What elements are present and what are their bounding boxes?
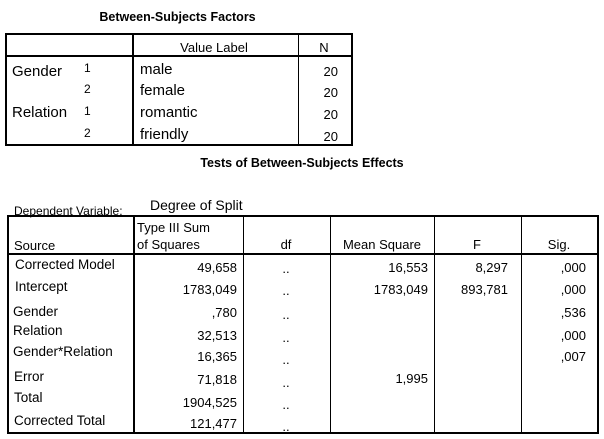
factors-header-n: N [319, 40, 329, 55]
factor-n: 20 [323, 107, 338, 122]
sig-cell: ,536 [560, 305, 586, 320]
header-ss-line2: of Squares [137, 237, 200, 252]
factors-divider [132, 35, 134, 144]
factors-divider [298, 35, 299, 144]
factors-table [5, 33, 353, 146]
factors-title: Between-Subjects Factors [99, 10, 256, 24]
df-cell: .. [282, 283, 290, 298]
factor-relation: Relation [12, 104, 68, 121]
effects-divider [243, 217, 244, 432]
factor-level: 1 [84, 61, 91, 75]
ss-cell: ,780 [211, 305, 237, 320]
source-cell: Corrected Model [15, 257, 115, 272]
factor-n: 20 [323, 129, 338, 144]
header-mean-square: Mean Square [342, 237, 422, 252]
header-sig: Sig. [547, 237, 571, 252]
ss-cell: 16,365 [197, 349, 237, 364]
effects-divider [434, 217, 435, 432]
value-label: female [140, 82, 186, 99]
ss-cell: 71,818 [197, 372, 237, 387]
ss-cell: 32,513 [197, 328, 237, 343]
effects-table [7, 215, 599, 434]
dependent-variable-label: Dependent Variable: [14, 204, 123, 218]
factor-gender: Gender [12, 63, 63, 80]
effects-divider [330, 217, 331, 432]
df-cell: .. [282, 397, 290, 412]
sig-cell: ,000 [560, 328, 586, 343]
source-cell: Relation [13, 323, 63, 338]
df-cell: .. [282, 352, 290, 367]
ms-cell: 1783,049 [373, 282, 428, 297]
factor-n: 20 [323, 85, 338, 100]
df-cell: .. [282, 261, 290, 276]
header-source: Source [14, 238, 56, 253]
effects-header-rule [9, 253, 597, 255]
source-cell: Error [14, 369, 44, 384]
f-cell: 8,297 [475, 260, 508, 275]
factors-header-rule [7, 55, 351, 57]
df-cell: .. [282, 375, 290, 390]
factor-n: 20 [323, 64, 338, 79]
source-cell: Total [14, 390, 43, 405]
factors-header-value-label: Value Label [180, 40, 248, 55]
value-label: friendly [140, 126, 189, 143]
value-label: romantic [140, 104, 198, 121]
source-cell: Intercept [15, 279, 68, 294]
sig-cell: ,000 [560, 282, 586, 297]
source-cell: Gender [13, 304, 59, 319]
ss-cell: 121,477 [190, 416, 237, 431]
source-cell: Corrected Total [14, 413, 106, 428]
header-ss-line1: Type III Sum [137, 220, 210, 235]
f-cell: 893,781 [461, 282, 508, 297]
ss-cell: 1783,049 [182, 282, 237, 297]
df-cell: .. [282, 419, 290, 434]
header-df: df [280, 237, 292, 252]
df-cell: .. [282, 307, 290, 322]
factor-level: 2 [84, 126, 91, 140]
ms-cell: 1,995 [395, 371, 428, 386]
sig-cell: ,007 [560, 349, 586, 364]
value-label: male [140, 61, 173, 78]
ss-cell: 1904,525 [182, 395, 237, 410]
sig-cell: ,000 [560, 260, 586, 275]
effects-divider [521, 217, 522, 432]
factor-level: 2 [84, 82, 91, 96]
ms-cell: 16,553 [388, 260, 428, 275]
effects-divider [133, 217, 135, 432]
dependent-variable-value: Degree of Split [150, 197, 243, 213]
source-cell: Gender*Relation [13, 344, 113, 359]
header-f: F [473, 237, 481, 252]
ss-cell: 49,658 [197, 260, 237, 275]
df-cell: .. [282, 330, 290, 345]
factor-level: 1 [84, 104, 91, 118]
effects-title: Tests of Between-Subjects Effects [200, 156, 404, 170]
